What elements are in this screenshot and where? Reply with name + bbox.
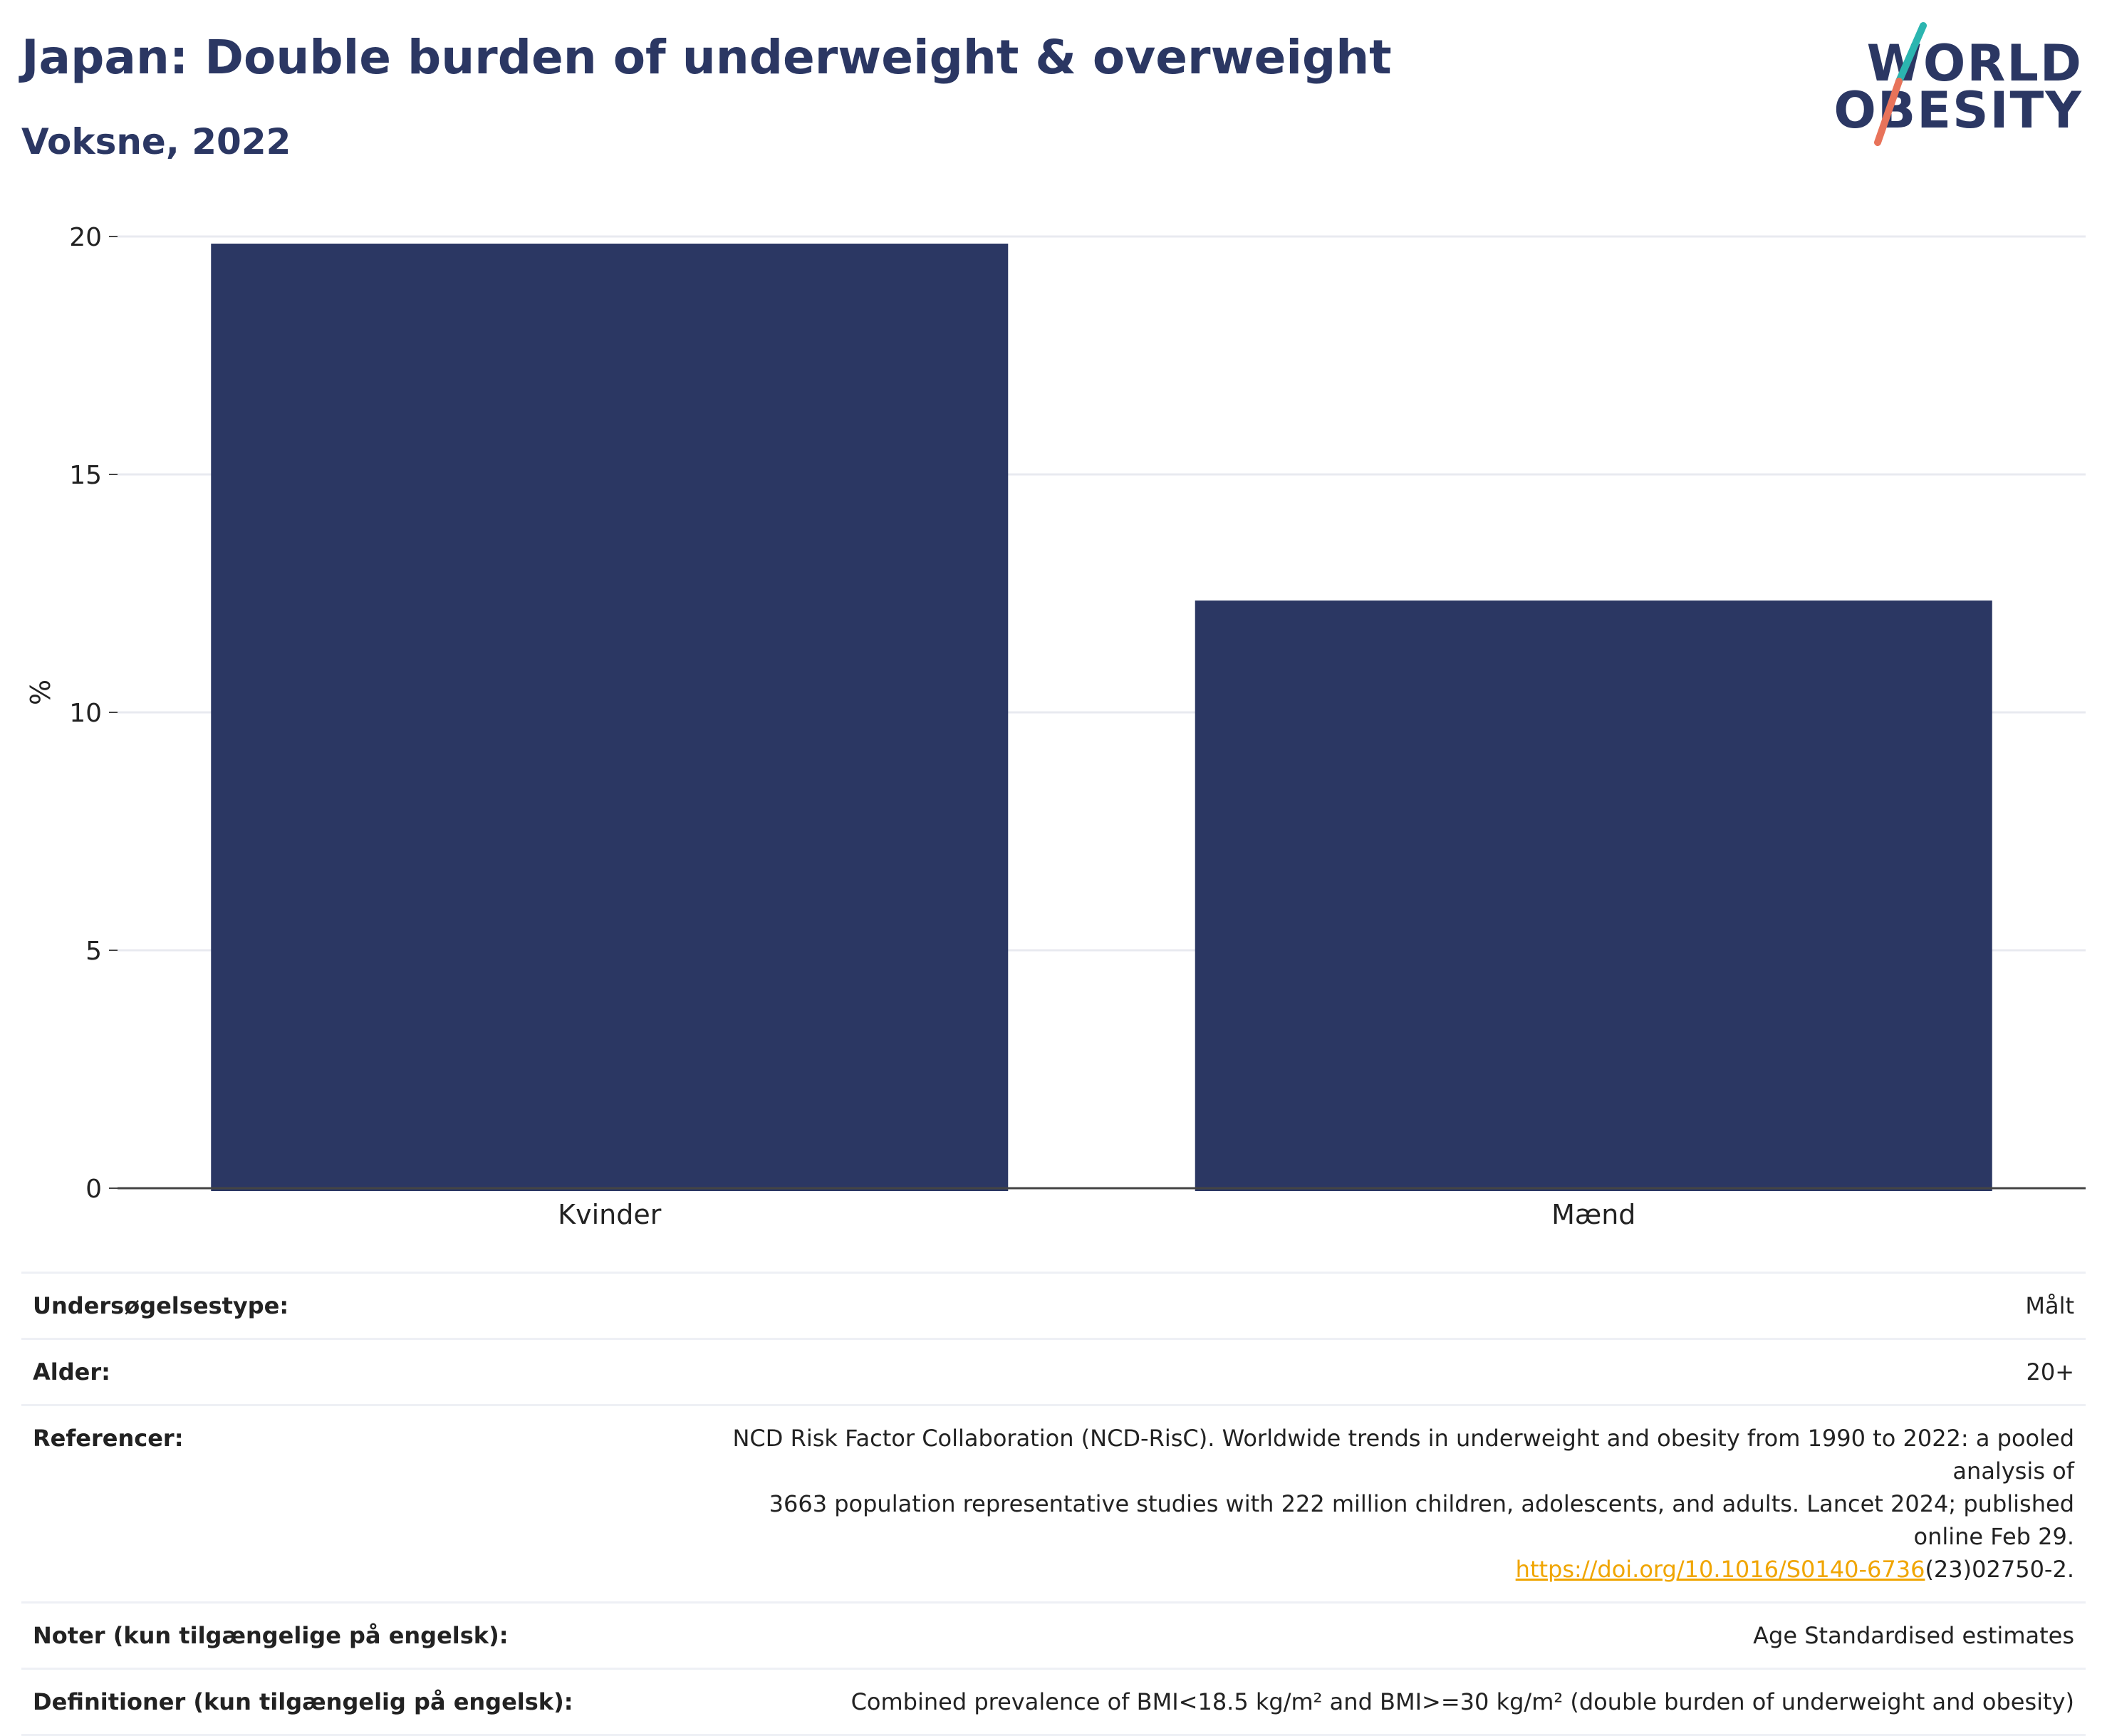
references-tail: (23)02750-2. [1925, 1556, 2074, 1583]
meta-value: Målt [685, 1272, 2086, 1340]
y-tick-label: 10 [69, 699, 102, 728]
meta-value: Combined prevalence of BMI<18.5 kg/m² an… [685, 1668, 2086, 1736]
meta-row-notes: Noter (kun tilgængelige på engelsk): Age… [21, 1602, 2086, 1670]
meta-value: 20+ [685, 1339, 2086, 1406]
logo-line-2: OBESITY [1833, 81, 2083, 140]
meta-label: Alder: [21, 1339, 685, 1406]
y-axis-label: % [25, 680, 56, 705]
y-tick-label: 0 [85, 1175, 102, 1204]
meta-label: Referencer: [21, 1405, 685, 1604]
meta-label: Undersøgelsestype: [21, 1272, 685, 1340]
logo-slash-icon [1874, 22, 1927, 146]
meta-row-definitions: Definitioner (kun tilgængelig på engelsk… [21, 1668, 2086, 1736]
references-line-1: NCD Risk Factor Collaboration (NCD-RisC)… [732, 1425, 2074, 1485]
axes: 0 5 10 15 20 Kvinder Mænd [69, 223, 2086, 1230]
meta-label: Definitioner (kun tilgængelig på engelsk… [21, 1668, 685, 1736]
y-tick-label: 15 [69, 461, 102, 490]
metadata-table: Undersøgelsestype: Målt Alder: 20+ Refer… [21, 1272, 2086, 1736]
references-line-2: 3663 population representative studies w… [769, 1490, 2074, 1550]
bar-maend [1195, 601, 1992, 1191]
meta-row-age: Alder: 20+ [21, 1339, 2086, 1406]
bar-chart: 0 5 10 15 20 Kvinder Mænd % [25, 223, 2086, 1230]
doi-link[interactable]: https://doi.org/10.1016/S0140-6736 [1515, 1556, 1925, 1583]
y-tick-label: 5 [85, 937, 102, 966]
x-tick-label: Mænd [1551, 1199, 1635, 1230]
meta-value: Age Standardised estimates [685, 1602, 2086, 1670]
chart-title: Japan: Double burden of underweight & ov… [21, 30, 1392, 85]
meta-row-references: Referencer: NCD Risk Factor Collaboratio… [21, 1405, 2086, 1604]
x-tick-label: Kvinder [558, 1199, 662, 1230]
y-tick-label: 20 [69, 223, 102, 252]
world-obesity-logo: WORLD OBESITY [1833, 20, 2094, 148]
references-text: NCD Risk Factor Collaboration (NCD-RisC)… [685, 1405, 2086, 1604]
bars [211, 244, 1992, 1191]
meta-label: Noter (kun tilgængelige på engelsk): [21, 1602, 685, 1670]
meta-row-survey-type: Undersøgelsestype: Målt [21, 1272, 2086, 1340]
chart-subtitle: Voksne, 2022 [21, 121, 291, 162]
bar-kvinder [211, 244, 1009, 1191]
